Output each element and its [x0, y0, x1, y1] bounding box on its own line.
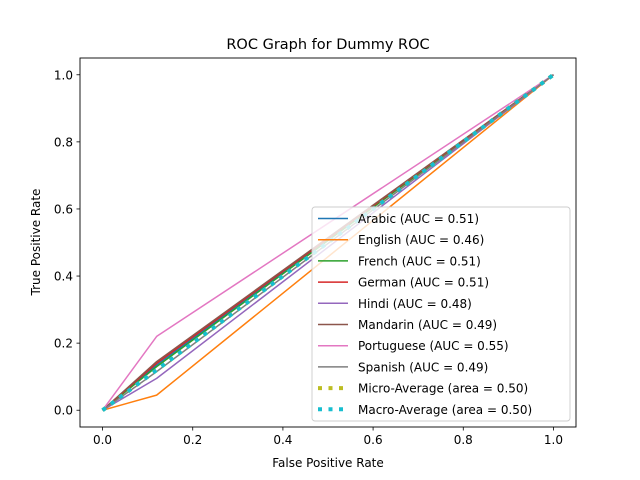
series-line-9: [101, 73, 555, 412]
legend-entry-2: French (AUC = 0.51): [358, 254, 481, 268]
y-tick-label-5: 1.0: [54, 68, 73, 82]
y-tick-label-3: 0.6: [54, 202, 73, 216]
legend-box: [311, 206, 571, 422]
y-axis: 0.0 0.2 0.4 0.6 0.8 1.0: [54, 68, 80, 418]
y-tick-label-1: 0.2: [54, 337, 73, 351]
x-tick-label-3: 0.6: [364, 433, 383, 447]
legend-entry-3: German (AUC = 0.51): [358, 276, 489, 290]
x-axis: 0.0 0.2 0.4 0.6 0.8 1.0: [93, 427, 563, 447]
legend-entry-8: Micro-Average (area = 0.50): [358, 382, 528, 396]
legend-entry-7: Spanish (AUC = 0.49): [358, 360, 488, 374]
y-tick-label-0: 0.0: [54, 404, 73, 418]
series-line-4: [102, 74, 554, 411]
legend-entry-1: English (AUC = 0.46): [358, 233, 484, 247]
x-tick-label-2: 0.4: [273, 433, 292, 447]
legend-entry-5: Mandarin (AUC = 0.49): [358, 318, 497, 332]
legend-entry-0: Arabic (AUC = 0.51): [358, 212, 479, 226]
x-tick-label-1: 0.2: [183, 433, 202, 447]
legend-entry-6: Portuguese (AUC = 0.55): [358, 339, 509, 353]
legend-entry-4: Hindi (AUC = 0.48): [358, 297, 472, 311]
plot-frame: [79, 57, 577, 428]
series-line-6: [101, 74, 554, 411]
series-lines: [101, 73, 555, 412]
chart-title: ROC Graph for Dummy ROC: [226, 37, 429, 53]
x-axis-label: False Positive Rate: [272, 456, 384, 470]
legend-entry-9: Macro-Average (area = 0.50): [358, 403, 532, 417]
y-tick-label-2: 0.4: [54, 270, 73, 284]
x-tick-label-5: 1.0: [544, 433, 563, 447]
series-line-1: [102, 74, 554, 411]
x-tick-label-0: 0.0: [93, 433, 112, 447]
series-line-5: [102, 74, 554, 411]
y-tick-label-4: 0.8: [54, 135, 73, 149]
x-tick-label-4: 0.8: [454, 433, 473, 447]
legend: Arabic (AUC = 0.51) English (AUC = 0.46) F…: [311, 206, 571, 422]
y-axis-label: True Positive Rate: [29, 189, 43, 297]
